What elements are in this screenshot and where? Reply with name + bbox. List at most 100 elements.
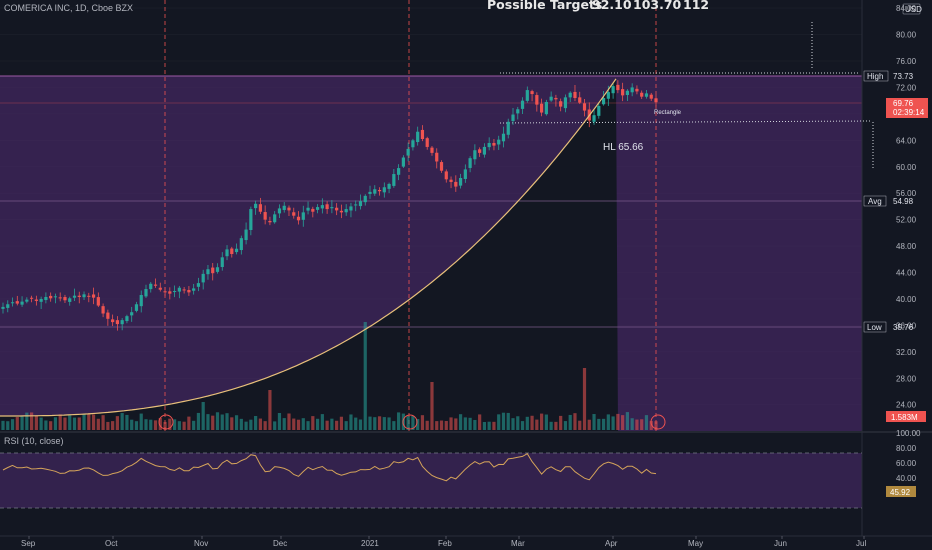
volume-bar bbox=[296, 419, 301, 430]
volume-bar bbox=[606, 414, 610, 430]
candle-body bbox=[87, 295, 91, 297]
volume-bar bbox=[397, 412, 401, 430]
volume-bar bbox=[91, 414, 96, 430]
volume-bar bbox=[439, 420, 444, 430]
rsi-line bbox=[2, 453, 657, 482]
price-tick: 28.00 bbox=[896, 374, 917, 383]
volume-bar bbox=[544, 414, 548, 430]
volume-badge bbox=[886, 411, 926, 422]
volume-bar bbox=[68, 415, 72, 430]
time-scale[interactable]: Sep Oct Nov Dec 2021 Feb Mar Apr May Jun Jul bbox=[21, 536, 866, 548]
candle-body bbox=[601, 98, 606, 105]
candle-body bbox=[277, 208, 282, 214]
volume-bar bbox=[649, 421, 653, 430]
candle-body bbox=[363, 195, 367, 203]
candle-body bbox=[68, 298, 72, 302]
rsi-title: RSI (10, close) bbox=[4, 436, 64, 446]
candle-body bbox=[597, 105, 601, 116]
candle-body bbox=[125, 316, 129, 322]
volume-bar bbox=[344, 421, 348, 430]
candle-body bbox=[368, 191, 372, 194]
volume-bar bbox=[172, 419, 177, 430]
rsi-badge-value: 45.92 bbox=[890, 488, 911, 497]
volume-bar bbox=[268, 390, 272, 430]
candle-body bbox=[106, 312, 110, 319]
target-3: 112 bbox=[683, 0, 709, 12]
candle-body bbox=[463, 169, 467, 179]
volume-bar bbox=[473, 419, 477, 430]
volume-bar bbox=[444, 420, 448, 430]
time-tick: Sep bbox=[21, 539, 36, 548]
volume-bar bbox=[525, 416, 529, 430]
candle-body bbox=[249, 209, 253, 231]
volume-bar bbox=[597, 418, 601, 430]
price-tick: 84.00 bbox=[896, 4, 917, 13]
candle-body bbox=[220, 257, 224, 268]
volume-bar bbox=[215, 412, 220, 430]
volume-bar bbox=[263, 421, 267, 430]
avg-badge-label: Avg bbox=[868, 197, 882, 206]
volume-bar bbox=[149, 419, 153, 430]
time-tick: Dec bbox=[273, 539, 287, 548]
volume-bar bbox=[211, 415, 215, 430]
candle-body bbox=[130, 312, 134, 316]
volume-bar bbox=[182, 421, 186, 430]
volume-bar bbox=[497, 414, 501, 430]
rsi-tick: 100.00 bbox=[896, 429, 921, 438]
volume-bar bbox=[249, 419, 253, 430]
price-tick: 40.00 bbox=[896, 295, 917, 304]
candle-body bbox=[654, 98, 658, 103]
volume-bar bbox=[492, 421, 496, 430]
price-scale[interactable]: 84.0080.0076.0072.0068.0064.0060.0056.00… bbox=[896, 4, 917, 410]
volume-bar bbox=[20, 416, 24, 430]
volume-bar bbox=[449, 417, 453, 430]
volume-marker-oct bbox=[158, 414, 174, 430]
candle-body bbox=[559, 101, 563, 107]
candle-body bbox=[492, 142, 496, 146]
candle-body bbox=[234, 248, 239, 253]
volume-bar bbox=[621, 415, 625, 430]
candle-body bbox=[77, 295, 81, 297]
purple-zone-rsi bbox=[0, 453, 862, 508]
candle-body bbox=[282, 205, 286, 210]
volume-bar bbox=[358, 419, 363, 430]
volume-bar bbox=[39, 417, 43, 430]
volume-bar bbox=[578, 420, 582, 430]
volume-bar bbox=[282, 418, 286, 430]
price-tick: 52.00 bbox=[896, 216, 917, 225]
volume-bar bbox=[82, 414, 86, 430]
volume-bar bbox=[34, 415, 38, 430]
volume-bar bbox=[273, 421, 277, 430]
candle-body bbox=[578, 97, 582, 103]
volume-bar bbox=[120, 413, 124, 430]
candle-body bbox=[563, 97, 568, 109]
candle-body bbox=[473, 150, 477, 160]
low-badge bbox=[863, 321, 887, 333]
candle-body bbox=[134, 304, 139, 311]
candle-body bbox=[49, 295, 53, 299]
candle-body bbox=[268, 220, 272, 223]
candle-body bbox=[354, 204, 358, 206]
low-badge-label: Low bbox=[867, 323, 882, 332]
candle-body bbox=[554, 97, 558, 100]
candle-body bbox=[535, 95, 539, 105]
price-tick: 36.00 bbox=[896, 321, 917, 330]
price-tick: 24.00 bbox=[896, 401, 917, 410]
avg-badge-value: 54.98 bbox=[893, 197, 914, 206]
rsi-tick: 60.00 bbox=[896, 459, 917, 468]
volume-bar bbox=[258, 418, 262, 430]
candle-body bbox=[172, 291, 177, 293]
price-tick: 76.00 bbox=[896, 57, 917, 66]
candle-body bbox=[454, 181, 458, 187]
candle-body bbox=[306, 207, 310, 211]
candle-body bbox=[315, 207, 320, 210]
candle-body bbox=[115, 320, 119, 325]
price-tick: 44.00 bbox=[896, 269, 917, 278]
currency-badge[interactable] bbox=[902, 3, 921, 15]
candle-body bbox=[254, 203, 258, 209]
candle-body bbox=[644, 93, 649, 97]
candle-body bbox=[273, 214, 277, 223]
candle-body bbox=[540, 103, 544, 113]
volume-bar bbox=[320, 414, 324, 430]
